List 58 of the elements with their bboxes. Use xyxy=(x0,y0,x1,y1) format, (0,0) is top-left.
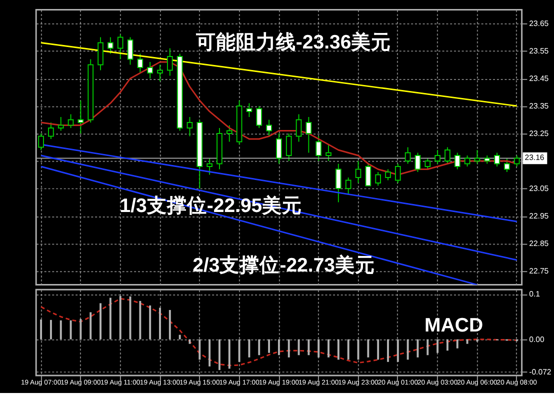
annotation: 可能阻力线-23.36美元 xyxy=(194,30,392,54)
candlestick xyxy=(108,36,114,54)
candlestick xyxy=(336,163,342,203)
annotation: MACD xyxy=(424,314,484,337)
y-tick-label: 22.95 xyxy=(529,211,550,220)
candlestick xyxy=(137,53,144,74)
candlestick xyxy=(276,133,282,164)
candlestick xyxy=(98,36,104,71)
candlestick xyxy=(414,152,421,172)
candlestick xyxy=(394,163,401,184)
candlestick xyxy=(375,172,382,186)
y-tick-label: 23.25 xyxy=(529,128,550,138)
candlestick xyxy=(365,163,372,186)
y-tick-label: 22.75 xyxy=(529,266,550,276)
y-tick-label: 23.05 xyxy=(529,184,550,193)
candlestick xyxy=(404,146,411,164)
candlestick xyxy=(306,116,312,154)
y-tick-label: -0.072 xyxy=(529,367,552,376)
candlestick xyxy=(316,136,322,162)
candlestick xyxy=(345,177,352,194)
y-tick-label: 23.35 xyxy=(529,101,550,110)
candlestick xyxy=(266,119,272,137)
candlestick xyxy=(256,105,262,128)
candlestick xyxy=(246,102,252,118)
candlestick xyxy=(514,155,520,167)
candlestick xyxy=(186,116,193,137)
y-tick-label: 23.55 xyxy=(529,46,550,56)
ref-line-label: 23.16 xyxy=(524,153,544,162)
candlestick xyxy=(127,36,134,66)
candlestick xyxy=(474,150,480,164)
candlestick xyxy=(385,168,391,181)
annotation: 2/3支撑位-22.73美元 xyxy=(192,253,376,276)
y-tick-label: 23.45 xyxy=(529,74,550,83)
candlestick xyxy=(326,144,332,162)
candlestick xyxy=(434,150,440,164)
candlestick xyxy=(58,116,64,132)
candlestick xyxy=(444,146,450,164)
candlestick xyxy=(166,48,173,76)
y-tick-label: 0.1 xyxy=(529,290,540,299)
candlestick xyxy=(494,152,500,167)
candlestick xyxy=(38,133,44,150)
candlestick xyxy=(286,133,292,162)
y-tick-label: 0.00 xyxy=(529,334,545,344)
candlestick xyxy=(454,152,460,170)
candlestick xyxy=(226,124,232,142)
candlestick xyxy=(157,64,163,82)
candlestick xyxy=(48,122,54,140)
candlestick xyxy=(117,34,124,60)
candlestick xyxy=(78,100,84,134)
candlestick xyxy=(424,158,431,170)
candlestick xyxy=(355,160,362,184)
y-tick-label: 23.65 xyxy=(529,18,550,28)
candlestick xyxy=(147,61,154,79)
candlestick xyxy=(504,158,510,172)
candlestick xyxy=(206,158,212,176)
candlestick xyxy=(296,114,302,142)
line-series xyxy=(40,298,518,366)
y-tick-label: 22.85 xyxy=(529,238,550,248)
